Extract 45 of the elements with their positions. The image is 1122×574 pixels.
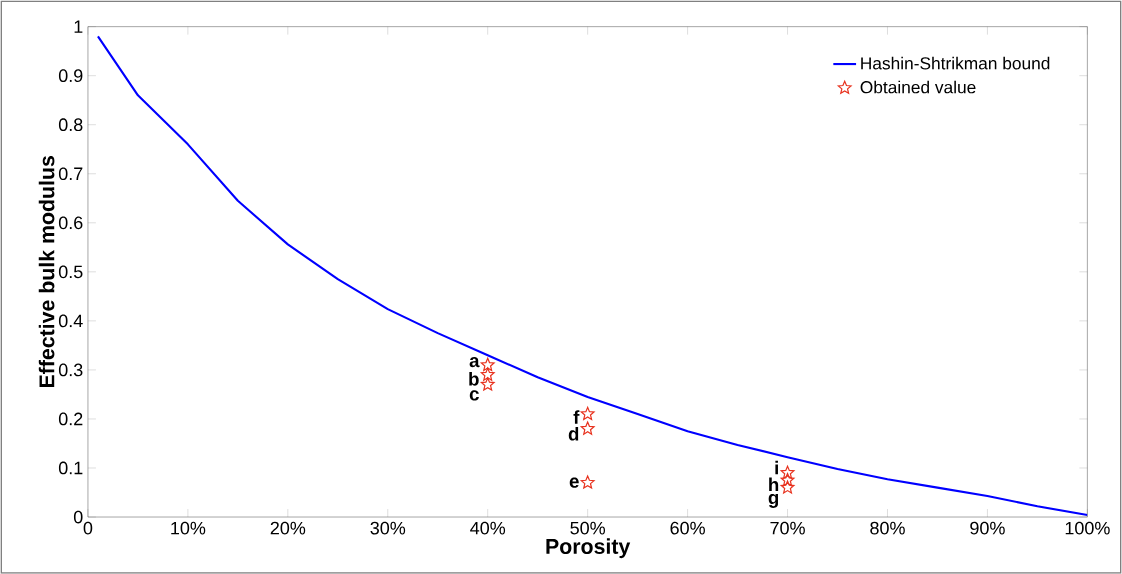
y-tick-label: 0.3 bbox=[58, 363, 83, 377]
point bbox=[580, 475, 595, 489]
y-tick-label: 0.5 bbox=[58, 265, 83, 279]
point bbox=[780, 472, 795, 487]
x-tick-label: 100% bbox=[1065, 521, 1110, 535]
annotation: d bbox=[568, 426, 579, 441]
x-tick-label: 80% bbox=[870, 521, 905, 535]
x-tick-label: 70% bbox=[770, 521, 805, 535]
y-tick-label: 0.2 bbox=[58, 412, 83, 426]
y-tick-label: 0.8 bbox=[58, 118, 83, 131]
line-series bbox=[96, 35, 1088, 516]
y-tick-label: 0.1 bbox=[58, 461, 83, 475]
y-tick-label: 0.6 bbox=[58, 216, 83, 229]
x-tick-label: 0 bbox=[83, 521, 93, 535]
y-tick-label: 1 bbox=[74, 20, 83, 33]
x-tick-label: 30% bbox=[370, 521, 406, 535]
legend-label: Obtained value bbox=[860, 80, 976, 94]
point bbox=[780, 465, 795, 479]
x-tick-label: 20% bbox=[270, 521, 306, 535]
x-tick-label: 50% bbox=[570, 521, 606, 535]
annotation: e bbox=[569, 477, 579, 488]
x-tick-label: 10% bbox=[171, 521, 206, 535]
annotation: g bbox=[768, 493, 779, 508]
annotation: f bbox=[573, 410, 580, 424]
x-tick-label: 90% bbox=[970, 521, 1005, 535]
y-tick-label: 0.4 bbox=[58, 314, 83, 328]
point bbox=[780, 480, 795, 494]
x-tick-label: 40% bbox=[470, 521, 506, 535]
x-tick-label: 60% bbox=[670, 521, 705, 535]
y-tick-label: 0 bbox=[73, 510, 83, 524]
point bbox=[480, 377, 495, 391]
y-axis-title: Effective bulk modulus bbox=[38, 155, 55, 387]
annotation: c bbox=[469, 390, 479, 401]
legend-label: Hashin-Shtrikman bound bbox=[861, 56, 1050, 70]
annotation: i bbox=[775, 460, 778, 475]
x-axis-title: Porosity bbox=[546, 538, 631, 559]
point bbox=[480, 367, 495, 381]
point bbox=[580, 421, 595, 435]
y-tick-label: 0.9 bbox=[58, 69, 83, 82]
point bbox=[580, 406, 595, 420]
annotation: h bbox=[769, 477, 779, 491]
point bbox=[480, 357, 495, 371]
y-tick-label: 0.7 bbox=[58, 167, 83, 180]
annotation: a bbox=[469, 356, 480, 368]
annotation: b bbox=[469, 371, 479, 386]
